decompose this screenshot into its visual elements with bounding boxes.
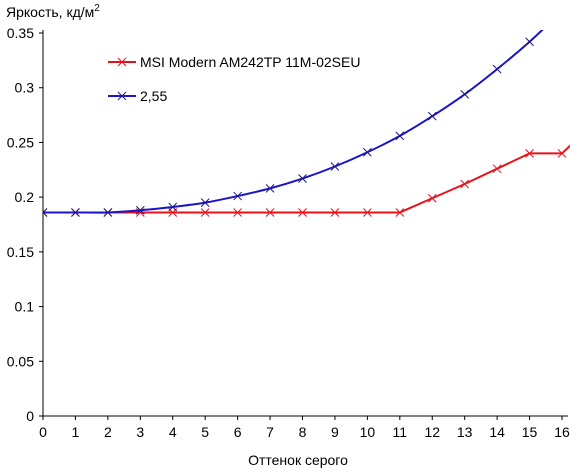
y-tick-label: 0.35 bbox=[7, 25, 34, 41]
data-point-marker bbox=[233, 208, 242, 217]
x-tick-label: 15 bbox=[522, 424, 538, 440]
x-tick-label: 14 bbox=[489, 424, 505, 440]
y-axis-title-superscript: 2 bbox=[94, 3, 100, 14]
data-point-marker bbox=[135, 205, 145, 215]
x-axis-title: Оттенок серого bbox=[248, 452, 348, 468]
y-tick-label: 0.3 bbox=[15, 80, 35, 96]
x-tick-label: 13 bbox=[457, 424, 473, 440]
data-point-marker bbox=[200, 198, 210, 207]
data-point-marker bbox=[71, 208, 80, 217]
legend-marker bbox=[117, 57, 127, 67]
x-tick-label: 16 bbox=[554, 424, 570, 440]
data-point-marker bbox=[460, 89, 470, 99]
data-point-marker bbox=[427, 111, 437, 121]
x-tick-label: 1 bbox=[72, 424, 80, 440]
data-point-marker bbox=[200, 208, 210, 217]
y-tick-label: 0.1 bbox=[15, 299, 35, 315]
data-point-marker bbox=[168, 202, 178, 212]
series-layer bbox=[43, 7, 570, 217]
data-point-marker bbox=[363, 208, 372, 217]
x-tick-label: 10 bbox=[360, 424, 376, 440]
y-tick-label: 0.25 bbox=[7, 134, 34, 150]
data-point-marker bbox=[330, 208, 340, 217]
x-tick-label: 0 bbox=[39, 424, 47, 440]
data-point-marker bbox=[395, 131, 405, 141]
legend-marker bbox=[117, 91, 127, 101]
data-point-marker bbox=[265, 184, 275, 193]
y-tick-label: 0.05 bbox=[7, 353, 34, 369]
data-point-marker bbox=[558, 7, 566, 15]
data-point-marker bbox=[330, 162, 340, 171]
x-tick-label: 2 bbox=[104, 424, 112, 440]
x-tick-label: 12 bbox=[424, 424, 440, 440]
series-line bbox=[43, 30, 544, 214]
x-tick-label: 8 bbox=[299, 424, 307, 440]
data-point-marker bbox=[363, 147, 372, 157]
y-axis-title: Яркость, кд/м2 bbox=[6, 3, 100, 20]
x-tick-label: 7 bbox=[266, 424, 274, 440]
data-point-marker bbox=[265, 208, 275, 217]
legend-label: MSI Modern AM242TP 11M-02SEU bbox=[140, 54, 360, 70]
y-axis-title-text: Яркость, кд/м bbox=[6, 4, 94, 20]
data-point-marker bbox=[43, 208, 48, 217]
y-tick-label: 0.15 bbox=[7, 244, 34, 260]
data-point-marker bbox=[492, 164, 502, 174]
axes: 0 1 2 3 4 5 6 7 8 9 10 11 12 13 14 15 1600.050.10.150.20… bbox=[7, 25, 570, 440]
data-point-marker bbox=[427, 193, 437, 203]
x-tick-label: 6 bbox=[234, 424, 242, 440]
data-point-marker bbox=[557, 149, 567, 158]
x-tick-label: 9 bbox=[331, 424, 339, 440]
x-tick-label: 11 bbox=[393, 424, 408, 440]
x-tick-label: 5 bbox=[201, 424, 209, 440]
series-gamma-2-55 bbox=[43, 7, 566, 217]
series-line bbox=[43, 144, 570, 214]
data-point-marker bbox=[492, 64, 502, 74]
data-point-marker bbox=[233, 191, 242, 201]
legend-label: 2,55 bbox=[140, 88, 167, 104]
y-tick-label: 0 bbox=[26, 408, 34, 424]
legend: MSI Modern AM242TP 11M-02SEU 2,55 bbox=[108, 54, 360, 104]
y-tick-label: 0.2 bbox=[15, 189, 35, 205]
data-point-marker bbox=[395, 208, 405, 217]
data-point-marker bbox=[103, 208, 113, 217]
data-point-marker bbox=[298, 174, 307, 183]
data-point-marker bbox=[460, 179, 470, 189]
data-point-marker bbox=[298, 208, 307, 217]
data-point-marker bbox=[525, 149, 534, 158]
series-msi-modern bbox=[43, 144, 570, 217]
x-tick-label: 3 bbox=[136, 424, 144, 440]
data-point-marker bbox=[525, 37, 534, 47]
x-tick-label: 4 bbox=[169, 424, 177, 440]
